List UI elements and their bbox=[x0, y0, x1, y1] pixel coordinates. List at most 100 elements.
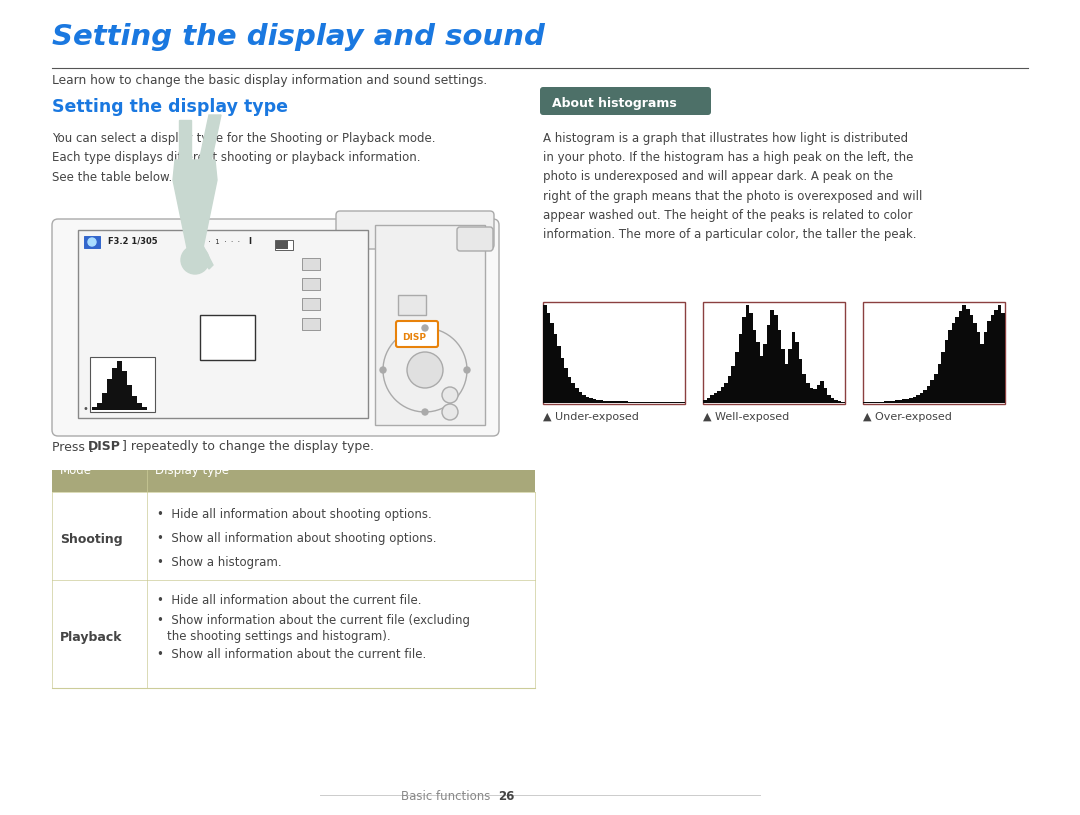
Bar bbox=[767, 324, 770, 403]
Bar bbox=[554, 334, 557, 403]
Text: •  Hide all information about shooting options.: • Hide all information about shooting op… bbox=[157, 508, 432, 521]
Bar bbox=[624, 401, 629, 403]
Circle shape bbox=[383, 328, 467, 412]
Bar bbox=[657, 402, 660, 403]
Bar bbox=[302, 298, 320, 310]
Text: A histogram is a graph that illustrates how light is distributed
in your photo. : A histogram is a graph that illustrates … bbox=[543, 132, 922, 241]
Bar bbox=[866, 402, 870, 403]
Polygon shape bbox=[179, 120, 191, 162]
Bar bbox=[629, 402, 632, 403]
Bar bbox=[870, 402, 874, 403]
Bar bbox=[891, 401, 895, 403]
Bar bbox=[200, 315, 255, 360]
Text: 26: 26 bbox=[498, 790, 514, 803]
Bar bbox=[582, 395, 585, 403]
Circle shape bbox=[422, 409, 428, 415]
Text: DISP: DISP bbox=[402, 333, 426, 342]
Bar bbox=[920, 393, 923, 403]
Text: ] repeatedly to change the display type.: ] repeatedly to change the display type. bbox=[122, 440, 374, 453]
Text: •  Hide all information about the current file.: • Hide all information about the current… bbox=[157, 594, 421, 607]
Bar bbox=[906, 399, 909, 403]
Text: •  Show all information about the current file.: • Show all information about the current… bbox=[157, 648, 427, 661]
Text: Press [: Press [ bbox=[52, 440, 94, 453]
Text: I: I bbox=[248, 237, 251, 246]
Bar bbox=[877, 402, 881, 403]
Text: •  Show all information about shooting options.: • Show all information about shooting op… bbox=[157, 532, 436, 545]
Circle shape bbox=[464, 367, 470, 373]
Text: You can select a display type for the Shooting or Playback mode.
Each type displ: You can select a display type for the Sh… bbox=[52, 132, 435, 184]
Bar bbox=[885, 401, 888, 403]
Bar bbox=[585, 397, 590, 403]
Bar bbox=[781, 349, 785, 403]
Bar bbox=[639, 402, 643, 403]
Bar bbox=[981, 344, 984, 403]
Bar bbox=[792, 333, 795, 403]
Bar bbox=[731, 366, 735, 403]
Bar bbox=[590, 398, 593, 403]
Bar bbox=[934, 373, 937, 403]
Bar bbox=[909, 398, 913, 403]
Text: ·  ·  ·  1  ·  ·  ·: · · · 1 · · · bbox=[195, 239, 240, 245]
Bar bbox=[770, 310, 774, 403]
Bar bbox=[799, 359, 802, 403]
Bar bbox=[78, 230, 368, 418]
Text: Setting the display and sound: Setting the display and sound bbox=[52, 23, 545, 51]
Bar bbox=[810, 388, 813, 403]
Bar bbox=[618, 401, 621, 403]
Bar bbox=[795, 342, 799, 403]
Text: Playback: Playback bbox=[60, 632, 122, 645]
Bar bbox=[931, 381, 934, 403]
Text: ▲ Over-exposed: ▲ Over-exposed bbox=[863, 412, 951, 422]
Text: F3.2 1/305: F3.2 1/305 bbox=[108, 237, 158, 246]
Bar bbox=[706, 398, 711, 403]
Bar bbox=[302, 278, 320, 290]
Bar bbox=[984, 333, 987, 403]
Text: DISP: DISP bbox=[87, 440, 121, 453]
Bar bbox=[720, 387, 725, 403]
Bar bbox=[756, 342, 760, 403]
Bar bbox=[962, 305, 966, 403]
Bar bbox=[621, 401, 624, 403]
Bar bbox=[774, 315, 778, 403]
Text: Setting the display type: Setting the display type bbox=[52, 98, 288, 116]
Bar bbox=[678, 402, 681, 403]
Bar bbox=[881, 402, 885, 403]
Circle shape bbox=[380, 367, 386, 373]
Bar bbox=[593, 399, 596, 403]
Bar bbox=[813, 390, 816, 403]
Bar bbox=[835, 400, 838, 403]
Bar bbox=[632, 402, 635, 403]
Bar bbox=[987, 320, 990, 403]
Bar bbox=[820, 381, 824, 403]
Bar bbox=[579, 392, 582, 403]
Bar bbox=[970, 315, 973, 403]
Bar bbox=[276, 241, 288, 249]
Bar bbox=[543, 305, 546, 403]
Bar bbox=[951, 323, 956, 403]
Bar bbox=[725, 383, 728, 403]
Bar bbox=[998, 305, 1001, 403]
Text: Shooting: Shooting bbox=[60, 534, 123, 547]
Bar bbox=[895, 400, 899, 403]
Bar bbox=[937, 363, 941, 403]
Bar bbox=[923, 390, 927, 403]
Bar bbox=[785, 363, 788, 403]
Bar bbox=[916, 395, 920, 403]
Bar bbox=[302, 258, 320, 270]
Bar bbox=[97, 403, 102, 410]
Bar bbox=[375, 225, 485, 425]
Bar bbox=[117, 361, 121, 410]
Circle shape bbox=[442, 404, 458, 420]
Bar bbox=[750, 313, 753, 403]
Bar bbox=[107, 379, 111, 410]
Bar bbox=[596, 400, 599, 403]
Bar bbox=[543, 302, 685, 404]
Text: Display type: Display type bbox=[156, 464, 229, 477]
Text: ▲ Well-exposed: ▲ Well-exposed bbox=[703, 412, 789, 422]
Bar bbox=[945, 341, 948, 403]
Bar bbox=[275, 240, 293, 250]
Bar bbox=[302, 318, 320, 330]
Bar bbox=[888, 401, 891, 403]
Bar bbox=[607, 401, 610, 403]
Bar bbox=[841, 402, 845, 403]
